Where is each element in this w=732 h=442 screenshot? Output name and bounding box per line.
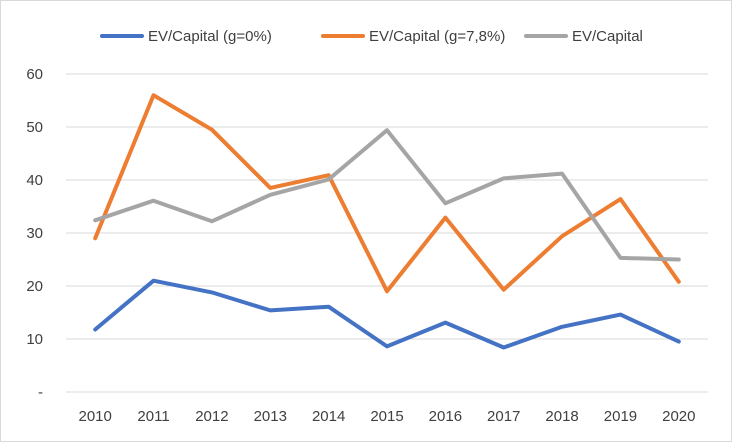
y-axis-ticks: - 10 20 30 40 50 60 [26,66,43,401]
legend-label-1: EV/Capital (g=0%) [148,28,272,45]
y-tick-label: 50 [26,119,43,136]
y-tick-label: 30 [26,225,43,242]
x-tick-label: 2016 [429,408,462,425]
y-tick-label: 10 [26,331,43,348]
x-tick-label: 2017 [487,408,520,425]
x-tick-label: 2012 [195,408,228,425]
x-tick-label: 2011 [137,408,169,425]
series-line-1 [93,278,681,350]
x-tick-label: 2013 [254,408,287,425]
series-line-2 [93,93,681,294]
y-tick-label: 40 [26,172,43,189]
legend: EV/Capital (g=0%) EV/Capital (g=7,8%) EV/C… [100,28,643,45]
x-axis-ticks: 2010 2011 2012 2013 2014 2015 2016 2017 2018 2019… [78,408,695,425]
series-line-3 [93,128,681,262]
y-tick-label: - [38,384,43,401]
y-tick-label: 60 [26,66,43,83]
x-tick-label: 2020 [662,408,695,425]
x-tick-label: 2018 [545,408,578,425]
y-tick-label: 20 [26,278,43,295]
x-tick-label: 2014 [312,408,345,425]
legend-label-3: EV/Capital [572,28,643,45]
series-lines [93,93,681,350]
x-tick-label: 2010 [78,408,111,425]
x-tick-label: 2019 [604,408,637,425]
legend-label-2: EV/Capital (g=7,8%) [369,28,505,45]
x-tick-label: 2015 [370,408,403,425]
